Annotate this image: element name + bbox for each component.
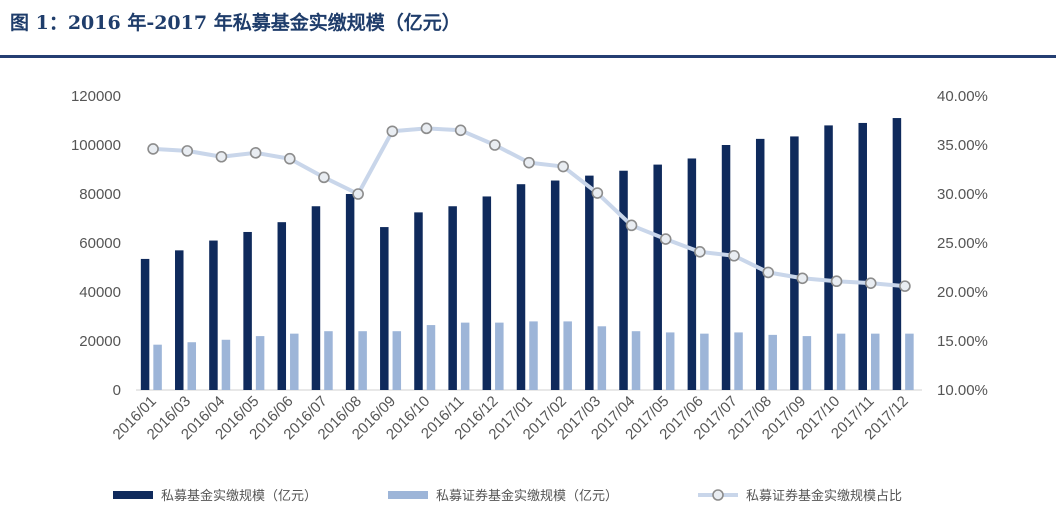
right-tick-label: 20.00% [937, 284, 988, 301]
right-tick-label: 25.00% [937, 235, 988, 252]
ratio-point-2016/01 [147, 143, 159, 155]
bar-total-2017/02 [550, 180, 560, 390]
chart-title: 图 1：2016 年-2017 年私募基金实缴规模（亿元） [10, 12, 461, 34]
ratio-point-2016/07 [318, 171, 330, 184]
bar-total-2017/05 [653, 164, 662, 390]
right-tick-label: 30.00% [937, 186, 988, 203]
bar-total-2016/01 [140, 258, 150, 390]
bar-total-2017/03 [585, 175, 594, 390]
bar-total-2017/04 [619, 170, 628, 390]
ratio-point-2016/05 [249, 147, 262, 159]
legend-label-securities: 私募证券基金实缴规模（亿元） [436, 488, 618, 504]
left-tick-label: 100000 [71, 137, 121, 154]
ratio-point-2017/03 [591, 187, 604, 199]
bar-securities-2016/05 [255, 336, 265, 390]
bar-securities-2017/08 [768, 334, 777, 390]
bar-securities-2016/10 [426, 325, 436, 390]
bar-securities-2016/08 [358, 331, 367, 390]
ratio-point-2016/11 [454, 124, 467, 137]
title-divider [0, 55, 1056, 58]
bar-total-2016/08 [345, 194, 355, 390]
ratio-point-2016/06 [283, 152, 296, 165]
ratio-point-2017/05 [659, 233, 672, 245]
legend-swatch-ratio-marker [712, 489, 724, 501]
x-axis-ticks: 2016/012016/032016/042016/052016/062016/… [110, 393, 912, 443]
left-tick-label: 120000 [71, 88, 121, 105]
ratio-point-2017/10 [830, 275, 843, 288]
bar-securities-2017/04 [631, 331, 641, 390]
left-tick-label: 20000 [79, 333, 121, 350]
ratio-point-2017/01 [523, 156, 535, 169]
bar-total-2016/06 [277, 222, 287, 390]
bar-securities-2017/09 [802, 336, 812, 390]
ratio-point-2017/09 [796, 272, 809, 285]
bar-total-2016/12 [482, 196, 492, 390]
bar-total-2017/12 [892, 118, 902, 391]
bar-securities-2017/03 [597, 326, 607, 390]
bar-securities-2017/02 [563, 321, 572, 390]
ratio-point-2017/06 [694, 246, 706, 258]
bar-total-2017/09 [790, 136, 799, 390]
bars-group [140, 118, 914, 391]
ratio-point-2016/09 [386, 125, 399, 138]
bar-securities-2017/01 [529, 321, 538, 390]
bar-total-2016/09 [380, 227, 389, 390]
bar-securities-2017/12 [905, 333, 914, 390]
bar-securities-2016/03 [187, 342, 197, 390]
ratio-point-2017/07 [728, 249, 740, 262]
bar-securities-2016/06 [290, 333, 299, 390]
bar-total-2016/04 [209, 240, 218, 390]
ratio-point-2016/08 [352, 188, 364, 200]
bar-total-2016/03 [175, 250, 184, 390]
bar-securities-2016/01 [153, 344, 162, 390]
title-bar: 图 1：2016 年-2017 年私募基金实缴规模（亿元） [0, 0, 1056, 54]
bar-total-2017/11 [858, 122, 867, 390]
bar-securities-2017/06 [700, 333, 709, 390]
bar-total-2016/05 [243, 231, 252, 390]
bar-total-2017/10 [824, 125, 833, 391]
bar-securities-2017/11 [870, 333, 880, 390]
bar-total-2017/07 [721, 145, 731, 390]
bar-securities-2016/11 [460, 322, 470, 390]
right-tick-label: 40.00% [937, 88, 988, 105]
left-tick-label: 0 [113, 382, 121, 399]
ratio-point-2016/03 [181, 145, 194, 157]
legend-label-total: 私募基金实缴规模（亿元） [161, 488, 317, 504]
legend-swatch-securities [388, 491, 428, 499]
bar-total-2016/11 [448, 206, 457, 390]
ratio-point-2017/02 [557, 160, 569, 173]
bar-securities-2016/09 [392, 331, 402, 390]
ratio-point-2017/08 [762, 266, 775, 279]
bar-securities-2017/07 [734, 332, 743, 390]
legend-label-ratio: 私募证券基金实缴规模占比 [746, 488, 902, 504]
bar-total-2016/07 [311, 206, 321, 390]
right-tick-label: 35.00% [937, 137, 988, 154]
legend-swatch-total [113, 491, 153, 499]
ratio-line-group [147, 122, 911, 292]
ratio-point-2017/04 [625, 219, 638, 232]
ratio-point-2016/04 [215, 150, 228, 163]
bar-securities-2016/07 [324, 331, 333, 390]
ratio-point-2017/11 [864, 277, 877, 289]
bar-total-2017/08 [755, 138, 765, 390]
bar-total-2017/01 [516, 184, 526, 390]
bar-total-2017/06 [687, 158, 697, 390]
ratio-point-2016/12 [489, 139, 501, 151]
bar-securities-2016/12 [495, 322, 504, 390]
ratio-point-2017/12 [899, 280, 911, 292]
bar-total-2016/10 [414, 212, 423, 390]
left-tick-label: 80000 [79, 186, 121, 203]
bar-securities-2017/10 [836, 333, 846, 390]
right-tick-label: 15.00% [937, 333, 988, 350]
left-tick-label: 60000 [79, 235, 121, 252]
bar-securities-2017/05 [665, 332, 675, 390]
right-axis: 10.00% 15.00% 20.00% 25.00% 30.00% 35.00% 40.0… [937, 88, 988, 399]
legend: 私募基金实缴规模（亿元） 私募证券基金实缴规模（亿元） 私募证券基金实缴规模占比 [113, 488, 902, 504]
left-axis: 0 20000 40000 60000 80000 100000 120000 [71, 88, 121, 399]
right-tick-label: 10.00% [937, 382, 988, 399]
bar-securities-2016/04 [221, 339, 231, 390]
left-tick-label: 40000 [79, 284, 121, 301]
ratio-point-2016/10 [420, 122, 433, 135]
